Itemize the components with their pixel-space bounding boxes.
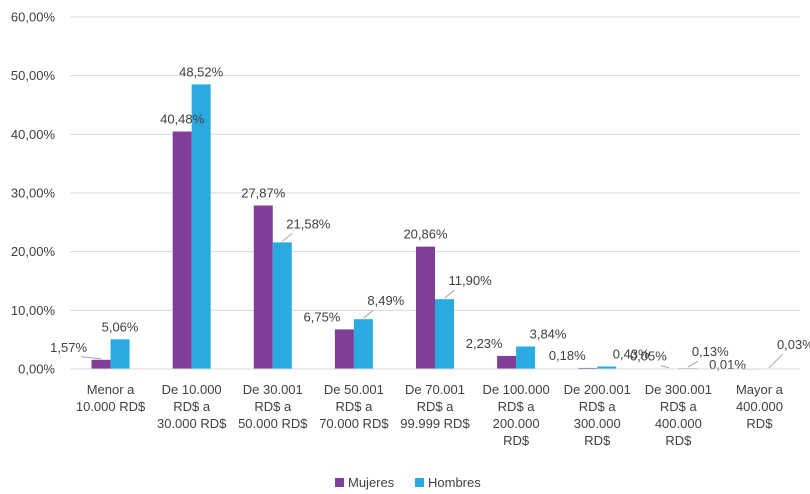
bar-mujeres — [91, 359, 111, 369]
bar-hombres — [516, 346, 536, 369]
x-category-label-line: 200.000 — [493, 416, 540, 431]
data-label: 0,05% — [630, 349, 667, 364]
bar-hombres — [272, 242, 292, 369]
data-label: 0,03% — [777, 337, 810, 352]
data-label-leader-line — [281, 233, 293, 242]
x-category-label-line: 99.999 RD$ — [400, 416, 470, 431]
y-tick-label: 60,00% — [11, 10, 56, 25]
y-tick-label: 40,00% — [11, 127, 56, 142]
x-category-label-line: De 10.000 — [162, 382, 222, 397]
x-category-label-line: RD$ a — [660, 399, 698, 414]
bar-hombres — [597, 366, 617, 369]
legend-label: Mujeres — [348, 475, 395, 490]
data-label-leader-line — [687, 360, 699, 368]
x-category-label: Menor a 10.000 RD$ — [76, 382, 146, 414]
x-category-label-line: RD$ a — [254, 399, 292, 414]
data-label: 2,23% — [466, 336, 503, 351]
data-label-leader-line — [363, 309, 374, 319]
x-axis-category-labels: Menor a 10.000 RD$ De 10.000 RD$ a 30.000 RD… — [76, 382, 784, 448]
x-category-label-line: De 200.001 — [564, 382, 631, 397]
data-labels: 1,57% 5,06% 40,48% 48,52% 27,87% 21,58% 6,75% 8… — [50, 64, 810, 372]
x-category-label-line: De 100.000 — [482, 382, 549, 397]
x-category-label: De 200.001 RD$ a 300.000 RD$ — [564, 382, 631, 448]
data-label: 3,84% — [530, 326, 567, 341]
legend: Mujeres Hombres — [335, 475, 481, 490]
x-category-label-line: RD$ a — [335, 399, 373, 414]
x-category-label: De 300.001 RD$ a 400.000 RD$ — [645, 382, 712, 448]
data-label: 0,18% — [549, 348, 586, 363]
x-category-label: De 10.000 RD$ a 30.000 RD$ — [157, 382, 227, 431]
x-category-label-line: RD$ a — [579, 399, 617, 414]
data-label: 6,75% — [304, 309, 341, 324]
x-category-label-line: RD$ — [665, 433, 692, 448]
bar-hombres — [110, 339, 130, 369]
x-category-label-line: De 30.001 — [243, 382, 303, 397]
data-label: 40,48% — [160, 112, 205, 127]
x-category-label: Mayor a 400.000 RD$ — [736, 382, 784, 431]
x-category-label-line: RD$ — [584, 433, 611, 448]
data-label: 21,58% — [286, 216, 331, 231]
data-label-leader-line — [81, 356, 102, 360]
y-axis-tick-labels: 0,00% 10,00% 20,00% 30,00% 40,00% 50,00% 60,00… — [11, 10, 56, 377]
x-category-label-line: 70.000 RD$ — [319, 416, 389, 431]
y-tick-label: 20,00% — [11, 244, 56, 259]
bar-hombres — [191, 84, 211, 369]
x-category-label-line: 300.000 — [574, 416, 621, 431]
data-label: 20,86% — [403, 227, 448, 242]
x-category-label-line: RD$ — [503, 433, 530, 448]
x-category-label-line: Menor a — [87, 382, 135, 397]
bar-hombres — [435, 299, 454, 369]
bar-mujeres — [578, 367, 598, 369]
y-tick-label: 50,00% — [11, 68, 56, 83]
legend-swatch-hombres — [415, 478, 424, 487]
x-category-label-line: RD$ — [746, 416, 773, 431]
legend-swatch-mujeres — [335, 478, 344, 487]
x-category-label: De 30.001 RD$ a 50.000 RD$ — [238, 382, 308, 431]
x-category-label-line: De 300.001 — [645, 382, 712, 397]
x-category-label: De 70.001 RD$ a 99.999 RD$ — [400, 382, 470, 431]
x-category-label-line: RD$ a — [173, 399, 211, 414]
bar-mujeres — [172, 131, 192, 369]
data-label: 1,57% — [50, 340, 87, 355]
x-category-label-line: RD$ a — [498, 399, 536, 414]
data-label-leader-line — [444, 289, 455, 299]
data-label: 11,90% — [449, 273, 493, 288]
bar-mujeres — [416, 246, 435, 369]
x-category-label-line: RD$ a — [417, 399, 455, 414]
x-category-label-line: De 50.001 — [324, 382, 384, 397]
y-tick-label: 0,00% — [18, 362, 55, 377]
legend-label: Hombres — [428, 475, 481, 490]
data-label: 48,52% — [179, 64, 224, 79]
x-category-label: De 50.001 RD$ a 70.000 RD$ — [319, 382, 389, 431]
bar-mujeres — [334, 329, 354, 369]
x-category-label-line: Mayor a — [736, 382, 784, 397]
x-category-label-line: 30.000 RD$ — [157, 416, 227, 431]
bars — [91, 84, 779, 370]
x-category-label-line: 50.000 RD$ — [238, 416, 308, 431]
x-category-label: De 100.000 RD$ a 200.000 RD$ — [482, 382, 549, 448]
data-label: 0,01% — [709, 357, 746, 372]
data-label: 5,06% — [102, 319, 139, 334]
data-label-leader-line — [660, 365, 669, 369]
x-category-label-line: 400.000 — [655, 416, 702, 431]
x-category-label-line: 10.000 RD$ — [76, 399, 146, 414]
data-label-leader-lines — [81, 233, 784, 369]
data-label: 0,13% — [692, 344, 729, 359]
data-label: 0,43% — [613, 346, 650, 361]
x-category-label-line: De 70.001 — [405, 382, 465, 397]
y-tick-label: 10,00% — [11, 303, 56, 318]
bar-mujeres — [253, 205, 273, 369]
bar-mujeres — [497, 355, 517, 369]
data-label: 27,87% — [241, 185, 286, 200]
data-label: 8,49% — [367, 293, 404, 308]
data-label-leader-line — [768, 353, 784, 369]
bar-hombres — [353, 319, 373, 369]
y-tick-label: 30,00% — [11, 186, 56, 201]
x-category-label-line: 400.000 — [736, 399, 783, 414]
